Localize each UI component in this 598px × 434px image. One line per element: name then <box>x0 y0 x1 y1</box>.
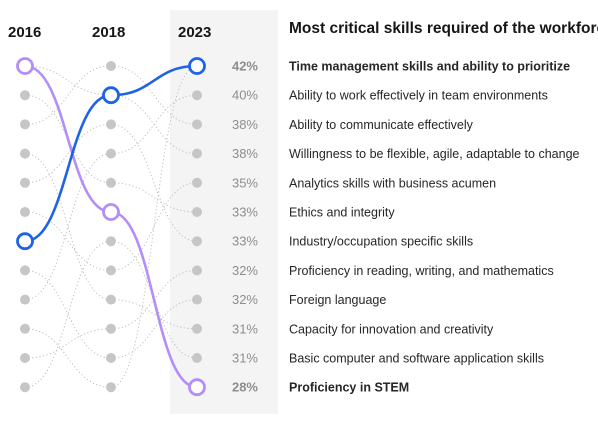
year-label-2023: 2023 <box>178 24 211 41</box>
value-label: 31% <box>232 321 258 336</box>
rank-dot-2016 <box>20 294 30 305</box>
value-label: 33% <box>232 234 258 249</box>
purple-series-dot-2016 <box>16 57 34 75</box>
background-link <box>110 299 198 330</box>
value-label: 28% <box>232 380 258 395</box>
background-link <box>24 211 112 271</box>
rank-dot-2018 <box>106 294 116 305</box>
rank-dot-2023 <box>192 119 202 130</box>
rank-dot-2016 <box>20 207 30 217</box>
background-link <box>110 94 198 155</box>
rank-dot-2018 <box>106 177 116 188</box>
year-label-2018: 2018 <box>92 24 125 41</box>
skill-label: Willingness to be flexible, agile, adapt… <box>289 147 580 161</box>
background-link <box>110 182 198 213</box>
background-link <box>110 182 198 271</box>
value-label: 38% <box>232 117 258 132</box>
rank-dot-2023 <box>192 236 202 247</box>
highlight-dots <box>16 57 206 397</box>
background-link <box>24 328 112 388</box>
chart-title: Most critical skills required of the wor… <box>289 20 598 37</box>
rank-dot-2018 <box>106 119 116 130</box>
background-link <box>24 65 112 96</box>
background-link <box>110 65 198 125</box>
background-link <box>24 65 112 125</box>
rank-dot-2023 <box>192 207 202 217</box>
rank-dot-2023 <box>192 177 202 188</box>
rank-dot-2016 <box>20 90 30 101</box>
rank-dot-2023 <box>192 323 202 334</box>
background-link <box>24 328 112 359</box>
background-link <box>110 123 198 242</box>
value-label: 40% <box>232 88 258 103</box>
blue-series-line <box>24 64 198 243</box>
2023-column-highlight <box>170 10 278 414</box>
year-label-2016: 2016 <box>8 24 41 41</box>
rank-dot-2018 <box>106 265 116 276</box>
rank-dot-2018 <box>106 323 116 334</box>
skill-label: Proficiency in reading, writing, and mat… <box>289 264 554 278</box>
rank-dot-2016 <box>20 382 30 393</box>
value-label: 38% <box>232 146 258 161</box>
rank-dot-2016 <box>20 119 30 130</box>
rank-dot-2023 <box>192 90 202 101</box>
rank-dot-2018 <box>106 382 116 393</box>
purple-series-dot-2023 <box>188 378 206 397</box>
rank-dot-2018 <box>106 236 116 247</box>
blue-series-dot-2023 <box>188 57 206 75</box>
rank-dot-2018 <box>106 353 116 363</box>
rank-dot-2016 <box>20 353 30 363</box>
rank-dot-2018 <box>106 61 116 71</box>
skill-label: Foreign language <box>289 293 386 307</box>
background-link <box>24 123 112 184</box>
rank-dot-2018 <box>106 148 116 159</box>
value-label: 31% <box>232 351 258 366</box>
rank-dot-2016 <box>20 265 30 276</box>
purple-series-dot-2018 <box>102 203 120 221</box>
background-link <box>24 269 112 359</box>
skill-label: Analytics skills with business acumen <box>289 176 496 190</box>
rank-dot-2023 <box>192 148 202 159</box>
skill-label: Ability to work effectively in team envi… <box>289 89 548 103</box>
background-link <box>110 299 198 359</box>
background-link <box>24 153 112 301</box>
rank-dot-2023 <box>192 353 202 363</box>
row-labels: 42% Time management skills and ability to… <box>232 59 580 395</box>
background-link <box>24 240 112 388</box>
value-label: 33% <box>232 205 258 220</box>
skill-label: Ability to communicate effectively <box>289 118 474 132</box>
blue-series-dot-2018 <box>102 86 120 105</box>
rank-dot-2023 <box>192 294 202 305</box>
blue-series-dot-2016 <box>16 232 34 251</box>
skill-label: Ethics and integrity <box>289 206 395 220</box>
skill-label: Capacity for innovation and creativity <box>289 322 494 336</box>
background-link <box>24 153 112 301</box>
value-label: 42% <box>232 59 258 74</box>
value-label: 35% <box>232 175 258 190</box>
rank-dot-2016 <box>20 148 30 159</box>
rank-dot-2016 <box>20 323 30 334</box>
rank-dot-2023 <box>192 265 202 276</box>
value-label: 32% <box>232 292 258 307</box>
rank-dot-2016 <box>20 177 30 188</box>
skill-label: Basic computer and software application … <box>289 352 544 366</box>
skill-label: Time management skills and ability to pr… <box>289 60 570 74</box>
value-label: 32% <box>232 263 258 278</box>
skill-label: Industry/occupation specific skills <box>289 235 473 249</box>
skill-label: Proficiency in STEM <box>289 381 409 395</box>
